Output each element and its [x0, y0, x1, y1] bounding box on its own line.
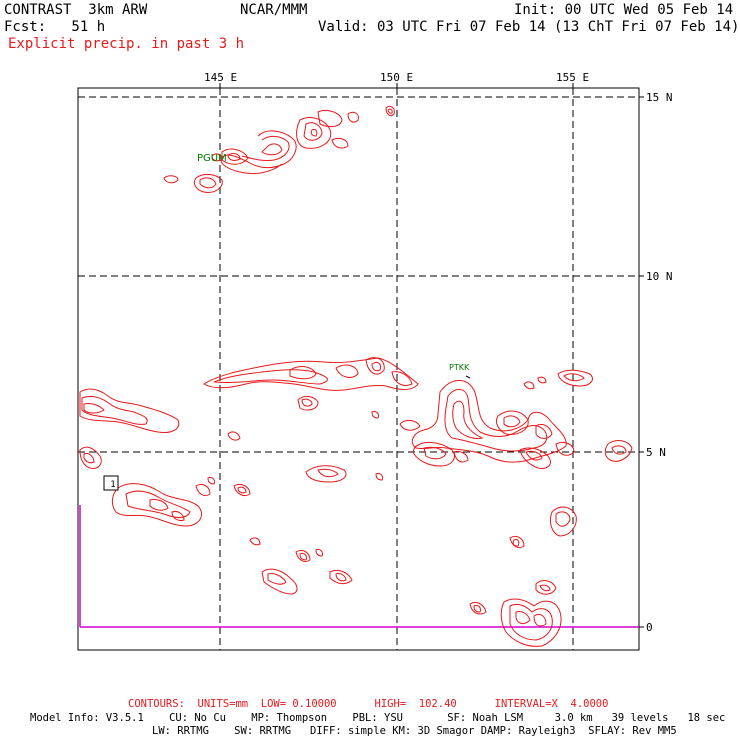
contour-info: CONTOURS: UNITS=mm LOW= 0.10000 HIGH= 10… — [128, 698, 609, 710]
label-box: 1 — [103, 475, 119, 491]
contour-cluster-e3 — [509, 506, 577, 549]
station-pgum: PGUM — [197, 153, 227, 164]
tick-marks — [219, 83, 644, 628]
model-info-line-1: Model Info: V3.5.1 CU: No Cu MP: Thompso… — [30, 712, 726, 724]
station-ptkk-marker — [465, 375, 471, 379]
init-time: Init: 00 UTC Wed 05 Feb 14 — [514, 2, 734, 18]
lat-label-15n: 15 N — [646, 91, 673, 104]
model-title: CONTRAST 3km ARW — [4, 2, 148, 18]
lon-label-155: 155 E — [556, 71, 590, 84]
model-info-line-2: LW: RRTMG SW: RRTMG DIFF: simple KM: 3D … — [152, 725, 677, 737]
lat-label-5n: 5 N — [646, 446, 666, 459]
center-label: NCAR/MMM — [240, 2, 308, 18]
contour-cluster-c1 — [203, 357, 419, 391]
contour-cluster-n1 — [220, 130, 297, 175]
contour-cluster-s2 — [305, 465, 383, 483]
domain-boundary — [79, 505, 639, 628]
contour-cluster-c2 — [227, 395, 379, 441]
contour-cluster-n2 — [296, 105, 395, 149]
map-frame — [77, 87, 640, 651]
station-ptkk: PTKK — [449, 363, 470, 372]
lat-label-10n: 10 N — [646, 270, 673, 283]
contour-cluster-e2 — [523, 369, 633, 462]
contour-cluster-eq — [469, 580, 562, 647]
contour-cluster-sw1 — [111, 477, 251, 527]
field-title: Explicit precip. in past 3 h — [8, 36, 245, 52]
lat-lon-grid — [78, 88, 639, 650]
lat-label-0: 0 — [646, 621, 653, 634]
valid-time: Valid: 03 UTC Fri 07 Feb 14 (13 ChT Fri … — [318, 19, 740, 35]
contour-cluster-n3 — [163, 153, 223, 193]
contour-cluster-e1 — [399, 380, 575, 469]
lon-label-150: 150 E — [380, 71, 414, 84]
forecast-hour: Fcst: 51 h — [4, 19, 106, 35]
contour-cluster-w1 — [79, 388, 180, 469]
contour-cluster-s1 — [249, 537, 353, 595]
lon-label-145: 145 E — [204, 71, 238, 84]
label-box-text: 1 — [110, 480, 115, 490]
precip-contours — [79, 105, 633, 647]
station-markers: PGUM PTKK — [197, 153, 471, 379]
